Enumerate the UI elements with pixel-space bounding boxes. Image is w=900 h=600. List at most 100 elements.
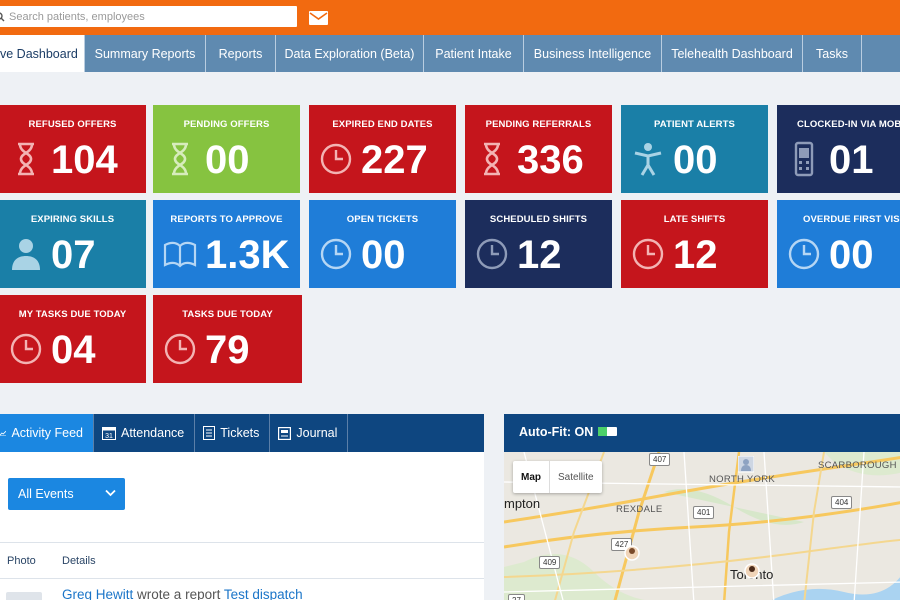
tab-patient-intake[interactable]: Patient Intake bbox=[424, 35, 524, 72]
book-icon bbox=[163, 241, 197, 268]
map-type-control: Map Satellite bbox=[513, 461, 602, 493]
map-pin-icon[interactable] bbox=[624, 545, 640, 563]
tab-journal[interactable]: Journal bbox=[270, 414, 349, 452]
tile-label: OVERDUE FIRST VISIT bbox=[803, 214, 900, 225]
column-photo: Photo bbox=[7, 554, 36, 567]
row-action: wrote a report bbox=[137, 587, 221, 600]
clock-icon bbox=[320, 238, 352, 270]
tile-label: EXPIRED END DATES bbox=[332, 119, 433, 130]
map-type-satellite[interactable]: Satellite bbox=[558, 471, 594, 483]
event-filter-select[interactable]: All Events bbox=[8, 478, 125, 510]
tile-value: 01 bbox=[829, 138, 874, 182]
map-view[interactable]: Map Satellite mpton NORTH YORK REXDALE S… bbox=[504, 452, 900, 600]
feed-table-header: Photo Details bbox=[0, 542, 484, 579]
row-details: Greg Hewitt wrote a report Test dispatch bbox=[62, 587, 303, 600]
chevron-down-icon bbox=[105, 489, 116, 497]
clock-icon bbox=[632, 238, 664, 270]
clock-icon bbox=[10, 333, 42, 365]
clock-icon bbox=[320, 143, 352, 175]
tile-pending-offers[interactable]: PENDING OFFERS 00 bbox=[153, 105, 300, 193]
hourglass-icon bbox=[18, 142, 34, 176]
tile-overdue-first-visit[interactable]: OVERDUE FIRST VISIT 00 bbox=[777, 200, 900, 288]
report-link[interactable]: Test dispatch bbox=[223, 587, 303, 600]
tab-activity-feed[interactable]: Activity Feed bbox=[0, 414, 94, 452]
tab-business-intelligence[interactable]: Business Intelligence bbox=[524, 35, 662, 72]
tile-pending-referrals[interactable]: PENDING REFERRALS 336 bbox=[465, 105, 612, 193]
tile-expiring-skills[interactable]: EXPIRING SKILLS 07 bbox=[0, 200, 146, 288]
map-place-label: REXDALE bbox=[616, 504, 663, 515]
user-link[interactable]: Greg Hewitt bbox=[62, 587, 134, 600]
map-place-label: SCARBOROUGH bbox=[818, 460, 897, 471]
tab-tickets[interactable]: Tickets bbox=[195, 414, 271, 452]
tile-value: 04 bbox=[51, 328, 96, 372]
autofit-label: Auto-Fit: ON bbox=[519, 425, 594, 439]
calendar-icon: 31 bbox=[102, 427, 116, 440]
tile-value: 336 bbox=[517, 138, 584, 182]
event-filter-value: All Events bbox=[18, 487, 74, 501]
activity-panel: Activity Feed 31 Attendance Tickets Jour… bbox=[0, 414, 484, 600]
tile-label: MY TASKS DUE TODAY bbox=[18, 309, 127, 320]
tile-late-shifts[interactable]: LATE SHIFTS 12 bbox=[621, 200, 768, 288]
clock-icon bbox=[788, 238, 820, 270]
tab-label: Tickets bbox=[220, 426, 260, 440]
tile-label: PENDING REFERRALS bbox=[485, 119, 592, 130]
top-bar bbox=[0, 0, 900, 35]
tile-tasks-due-today[interactable]: TASKS DUE TODAY 79 bbox=[153, 295, 302, 383]
map-place-label: NORTH YORK bbox=[709, 474, 775, 485]
mail-icon[interactable] bbox=[309, 11, 328, 25]
tile-label: SCHEDULED SHIFTS bbox=[489, 214, 588, 225]
hourglass-icon bbox=[484, 142, 500, 176]
map-type-map[interactable]: Map bbox=[513, 461, 550, 493]
tab-data-exploration[interactable]: Data Exploration (Beta) bbox=[276, 35, 424, 72]
tile-patient-alerts[interactable]: PATIENT ALERTS 00 bbox=[621, 105, 768, 193]
tile-value: 07 bbox=[51, 233, 96, 277]
tile-value: 00 bbox=[205, 138, 250, 182]
map-pin-icon[interactable] bbox=[744, 563, 760, 581]
search-box[interactable] bbox=[0, 6, 297, 27]
tile-value: 12 bbox=[517, 233, 562, 277]
tile-label: LATE SHIFTS bbox=[663, 214, 726, 225]
map-place-label: mpton bbox=[504, 496, 541, 511]
clock-icon bbox=[164, 333, 196, 365]
tile-label: CLOCKED-IN VIA MOBIL bbox=[797, 119, 900, 130]
search-input[interactable] bbox=[9, 10, 279, 23]
autofit-toggle[interactable] bbox=[598, 427, 617, 436]
hourglass-icon bbox=[172, 142, 188, 176]
calendar-day: 31 bbox=[105, 433, 113, 440]
highway-shield: 407 bbox=[649, 453, 671, 466]
highway-shield: 404 bbox=[831, 496, 853, 509]
list-icon bbox=[203, 426, 216, 440]
tab-summary-reports[interactable]: Summary Reports bbox=[85, 35, 206, 72]
tile-value: 00 bbox=[361, 233, 406, 277]
map-pin-icon[interactable] bbox=[738, 456, 754, 474]
tab-label: Journal bbox=[296, 426, 338, 440]
tile-refused-offers[interactable]: REFUSED OFFERS 104 bbox=[0, 105, 146, 193]
tile-value: 00 bbox=[673, 138, 718, 182]
tile-label: OPEN TICKETS bbox=[346, 214, 419, 225]
tile-open-tickets[interactable]: OPEN TICKETS 00 bbox=[309, 200, 456, 288]
tile-clocked-in-mobile[interactable]: CLOCKED-IN VIA MOBIL 01 bbox=[777, 105, 900, 193]
phone-icon bbox=[794, 141, 814, 177]
tab-executive-dashboard[interactable]: ve Dashboard bbox=[0, 35, 85, 72]
tab-reports[interactable]: Reports bbox=[206, 35, 276, 72]
tab-telehealth-dashboard[interactable]: Telehealth Dashboard bbox=[662, 35, 803, 72]
highway-shield: 27 bbox=[508, 594, 525, 600]
tile-reports-to-approve[interactable]: REPORTS TO APPROVE 1.3K bbox=[153, 200, 300, 288]
feed-tabs: Activity Feed 31 Attendance Tickets Jour… bbox=[0, 414, 484, 452]
tab-label: Activity Feed bbox=[11, 426, 83, 440]
tile-expired-end-dates[interactable]: EXPIRED END DATES 227 bbox=[309, 105, 456, 193]
search-icon bbox=[0, 11, 5, 21]
tile-label: REFUSED OFFERS bbox=[28, 119, 117, 130]
table-row: Greg Hewitt wrote a report Test dispatch bbox=[0, 580, 484, 600]
tile-label: REPORTS TO APPROVE bbox=[170, 214, 283, 225]
highway-shield: 401 bbox=[693, 506, 715, 519]
highway-shield: 409 bbox=[539, 556, 561, 569]
tab-tasks[interactable]: Tasks bbox=[803, 35, 862, 72]
tile-value: 79 bbox=[205, 328, 250, 372]
tile-label: PATIENT ALERTS bbox=[654, 119, 735, 130]
tile-label: TASKS DUE TODAY bbox=[182, 309, 273, 320]
tile-my-tasks-due-today[interactable]: MY TASKS DUE TODAY 04 bbox=[0, 295, 146, 383]
column-details: Details bbox=[62, 554, 96, 567]
tab-attendance[interactable]: 31 Attendance bbox=[94, 414, 196, 452]
tile-scheduled-shifts[interactable]: SCHEDULED SHIFTS 12 bbox=[465, 200, 612, 288]
